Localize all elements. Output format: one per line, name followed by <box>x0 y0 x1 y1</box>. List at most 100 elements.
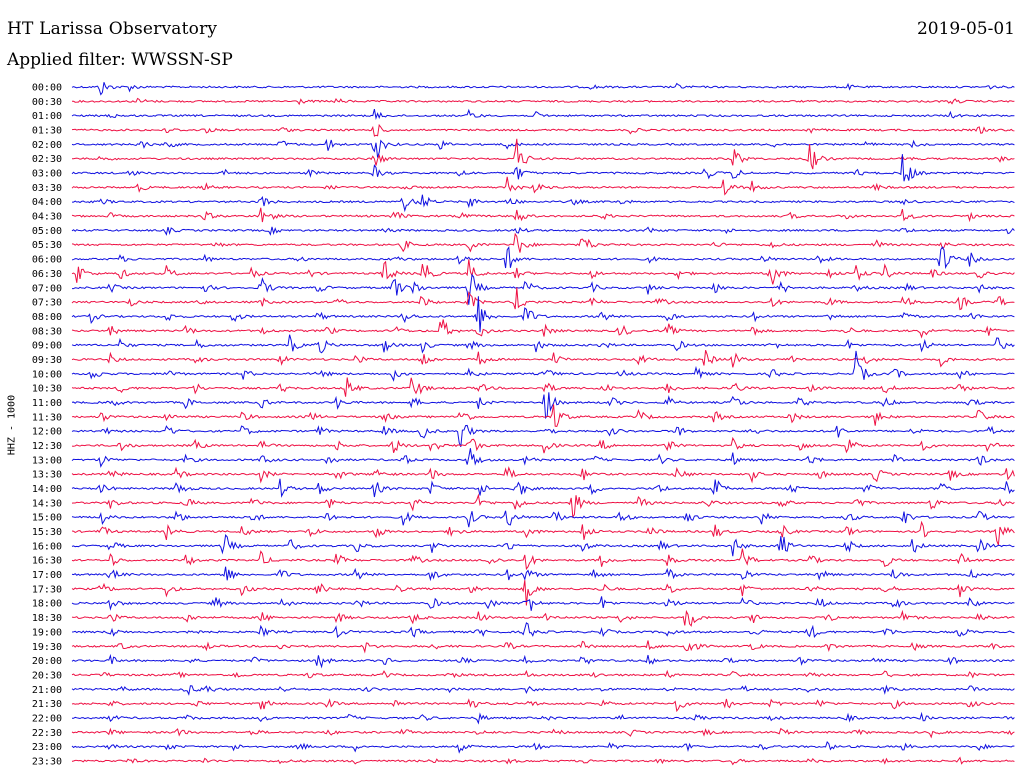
trace-line <box>71 727 1015 739</box>
trace-line <box>71 548 1015 571</box>
trace-line <box>71 138 1015 170</box>
trace-line <box>71 436 1015 454</box>
trace-line <box>71 176 1015 196</box>
time-label: 22:30 <box>32 728 62 739</box>
trace-line <box>71 534 1015 557</box>
time-label: 01:00 <box>32 111 62 122</box>
time-label: 10:30 <box>32 384 62 395</box>
trace-line <box>71 334 1015 354</box>
trace-line <box>71 154 1015 182</box>
trace-line <box>71 653 1015 669</box>
time-label: 21:00 <box>32 685 62 696</box>
trace-line <box>71 404 1015 427</box>
time-label: 06:00 <box>32 255 62 266</box>
trace-line <box>71 684 1015 696</box>
time-label: 00:30 <box>32 97 62 108</box>
time-label: 08:30 <box>32 326 62 337</box>
trace-line <box>71 669 1015 679</box>
trace-line <box>71 510 1015 528</box>
time-label: 12:30 <box>32 441 62 452</box>
trace-line <box>71 377 1015 397</box>
time-label: 10:00 <box>32 369 62 380</box>
time-label: 15:00 <box>32 513 62 524</box>
trace-line <box>71 466 1015 484</box>
trace-line <box>71 448 1015 468</box>
time-label: 12:00 <box>32 427 62 438</box>
time-label: 07:30 <box>32 298 62 309</box>
trace-line <box>71 698 1015 713</box>
time-label: 09:00 <box>32 341 62 352</box>
trace-line <box>71 711 1015 725</box>
filter-label: Applied filter: WWSSN-SP <box>7 50 233 70</box>
trace-line <box>71 138 1015 158</box>
time-label: 06:30 <box>32 269 62 280</box>
trace-line <box>71 596 1015 611</box>
time-label: 05:00 <box>32 226 62 237</box>
trace-line <box>71 640 1015 654</box>
time-label: 13:30 <box>32 470 62 481</box>
trace-line <box>71 609 1015 627</box>
trace-line <box>71 580 1015 606</box>
time-label: 14:30 <box>32 498 62 509</box>
time-label: 17:30 <box>32 584 62 595</box>
trace-line <box>71 108 1015 120</box>
time-label: 05:30 <box>32 240 62 251</box>
trace-line <box>71 245 1015 270</box>
trace-line <box>71 392 1015 420</box>
trace-line <box>71 622 1015 639</box>
trace-line <box>71 493 1015 519</box>
time-label: 08:00 <box>32 312 62 323</box>
time-label: 17:00 <box>32 570 62 581</box>
time-label: 02:00 <box>32 140 62 151</box>
trace-line <box>71 232 1015 253</box>
time-label: 11:30 <box>32 412 62 423</box>
time-label: 04:00 <box>32 197 62 208</box>
trace-line <box>71 296 1015 333</box>
time-label: 00:00 <box>32 83 62 94</box>
time-label: 20:30 <box>32 670 62 681</box>
trace-line <box>71 740 1015 754</box>
time-label: 22:00 <box>32 713 62 724</box>
time-label: 14:00 <box>32 484 62 495</box>
trace-line <box>71 319 1015 339</box>
trace-line <box>71 123 1015 137</box>
time-label: 11:00 <box>32 398 62 409</box>
trace-line <box>71 520 1015 546</box>
time-label: 03:30 <box>32 183 62 194</box>
trace-line <box>71 566 1015 582</box>
trace-line <box>71 226 1015 236</box>
time-label: 16:00 <box>32 541 62 552</box>
date-label: 2019-05-01 <box>916 19 1015 39</box>
time-label: 23:30 <box>32 756 62 767</box>
trace-line <box>71 207 1015 223</box>
time-label: 16:30 <box>32 556 62 567</box>
time-label: 03:00 <box>32 169 62 180</box>
trace-line <box>71 273 1015 305</box>
time-label: 18:00 <box>32 599 62 610</box>
time-label: 19:00 <box>32 627 62 638</box>
trace-line <box>71 756 1015 766</box>
trace-line <box>71 82 1015 96</box>
trace-line <box>71 350 1015 382</box>
trace-line <box>71 287 1015 311</box>
trace-line <box>71 259 1015 285</box>
time-label: 23:00 <box>32 742 62 753</box>
time-label: 07:00 <box>32 283 62 294</box>
trace-line <box>71 424 1015 448</box>
time-label: 02:30 <box>32 154 62 165</box>
station-title: HT Larissa Observatory <box>7 19 218 39</box>
time-label: 04:30 <box>32 212 62 223</box>
trace-line <box>71 97 1015 106</box>
time-label: 19:30 <box>32 642 62 653</box>
time-label: 15:30 <box>32 527 62 538</box>
time-label: 09:30 <box>32 355 62 366</box>
trace-line <box>71 478 1015 498</box>
time-label: 01:30 <box>32 126 62 137</box>
time-label: 20:00 <box>32 656 62 667</box>
trace-line <box>71 350 1015 368</box>
time-label: 13:00 <box>32 455 62 466</box>
time-label: 18:30 <box>32 613 62 624</box>
time-label: 21:30 <box>32 699 62 710</box>
trace-line <box>71 194 1015 213</box>
